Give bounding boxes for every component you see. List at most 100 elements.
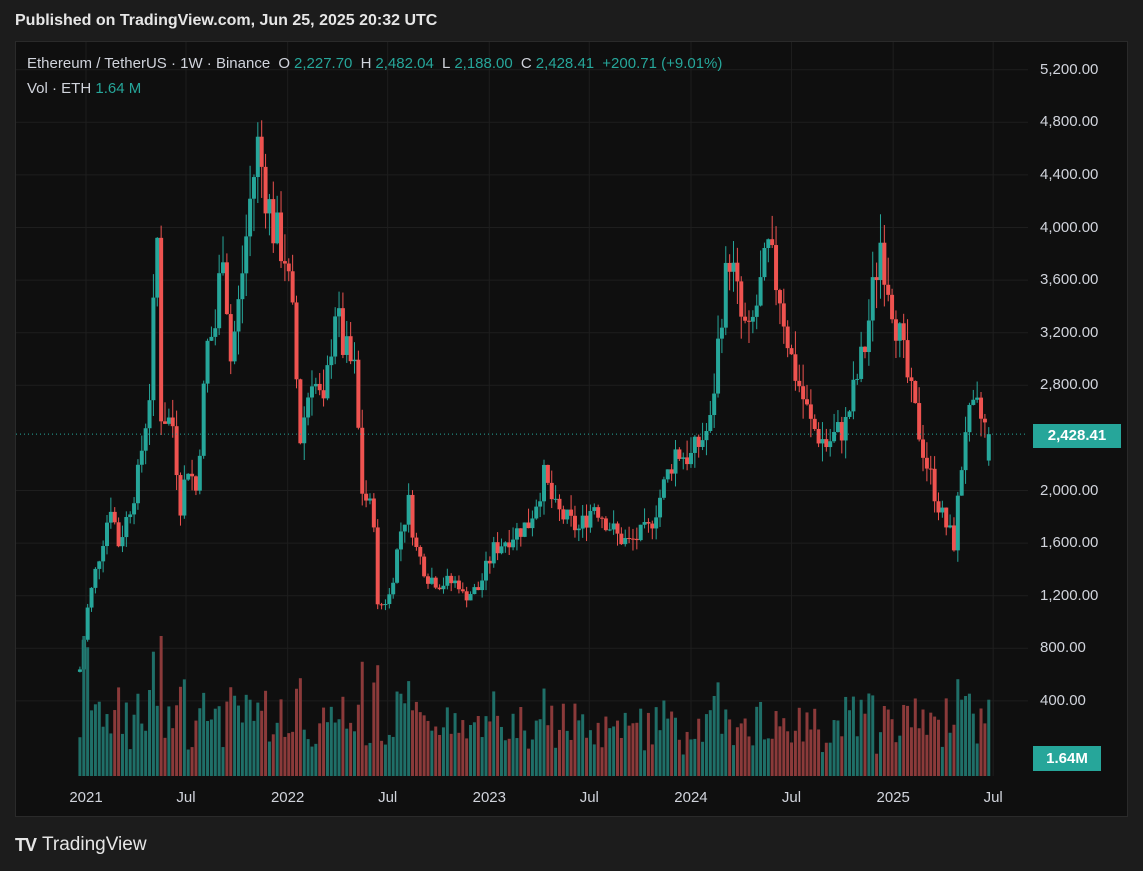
candle-body bbox=[375, 527, 380, 605]
volume-bar bbox=[979, 708, 983, 776]
candle-body bbox=[112, 511, 117, 523]
candle-body bbox=[855, 378, 860, 380]
volume-bar bbox=[936, 719, 940, 776]
volume-bar bbox=[735, 727, 739, 776]
volume-bar bbox=[353, 731, 357, 776]
candle-body bbox=[913, 380, 918, 404]
candle-body bbox=[398, 531, 403, 550]
candle-body bbox=[468, 594, 473, 601]
candle-body bbox=[677, 449, 682, 459]
candle-body bbox=[93, 568, 98, 588]
volume-bar bbox=[828, 742, 832, 776]
candle-body bbox=[124, 517, 129, 538]
candle-body bbox=[905, 340, 910, 378]
volume-bar bbox=[724, 709, 728, 776]
volume-bar bbox=[643, 750, 647, 776]
volume-bar bbox=[360, 661, 364, 776]
candle-body bbox=[286, 263, 291, 272]
candle-body bbox=[503, 542, 508, 547]
volume-bar bbox=[697, 718, 701, 776]
candle-body bbox=[526, 522, 531, 529]
volume-bar bbox=[650, 744, 654, 776]
volume-bar bbox=[817, 729, 821, 776]
volume-bar bbox=[554, 747, 558, 776]
volume-bar bbox=[875, 753, 879, 776]
candle-body bbox=[808, 404, 813, 419]
time-tick-label: 2022 bbox=[270, 789, 305, 806]
price-tick-label: 4,000.00 bbox=[1040, 218, 1099, 236]
candle-body bbox=[580, 515, 585, 529]
volume-bar bbox=[155, 705, 159, 776]
price-tick-label: 4,400.00 bbox=[1040, 165, 1099, 183]
candle-body bbox=[746, 320, 751, 322]
candle-body bbox=[549, 482, 554, 500]
volume-bar bbox=[368, 742, 372, 776]
chart-frame[interactable] bbox=[15, 41, 1128, 817]
volume-bar bbox=[983, 723, 987, 776]
volume-bar bbox=[124, 702, 128, 776]
volume-bar bbox=[194, 720, 198, 776]
candle-body bbox=[557, 498, 562, 510]
candle-body bbox=[627, 537, 632, 539]
candle-body bbox=[186, 473, 191, 480]
volume-bar bbox=[809, 729, 813, 776]
candle-body bbox=[545, 464, 550, 483]
price-tick-label: 3,600.00 bbox=[1040, 271, 1099, 289]
volume-bar bbox=[480, 737, 484, 776]
volume-bar bbox=[221, 747, 225, 776]
candle-body bbox=[364, 493, 369, 501]
volume-bar bbox=[426, 720, 430, 776]
volume-bar bbox=[105, 714, 109, 776]
volume-bar bbox=[438, 734, 442, 776]
volume-bar bbox=[376, 665, 380, 776]
volume-bar bbox=[693, 738, 697, 776]
volume-bar bbox=[101, 726, 105, 776]
candle-body bbox=[785, 326, 790, 349]
volume-bar bbox=[329, 706, 333, 776]
candle-body bbox=[418, 547, 423, 557]
last-price-badge: 2,428.41 bbox=[1033, 424, 1121, 448]
volume-bar bbox=[318, 723, 322, 776]
volume-bar bbox=[801, 741, 805, 776]
change-value: +200.71 (+9.01%) bbox=[602, 55, 723, 72]
volume-bar bbox=[298, 678, 302, 776]
candle-body bbox=[642, 522, 647, 525]
price-tick-label: 2,800.00 bbox=[1040, 376, 1099, 394]
candle-body bbox=[445, 575, 450, 586]
volume-bar bbox=[449, 733, 453, 776]
volume-bar bbox=[759, 701, 763, 776]
volume-bar bbox=[689, 739, 693, 776]
brand[interactable]: TV TradingView bbox=[15, 834, 147, 856]
volume-bar bbox=[399, 693, 403, 776]
volume-bar bbox=[561, 703, 565, 776]
volume-bar bbox=[716, 682, 720, 776]
candle-body bbox=[754, 305, 759, 317]
candle-body bbox=[449, 575, 454, 584]
candle-body bbox=[696, 436, 701, 447]
volume-bar bbox=[527, 748, 531, 776]
volume-bar bbox=[499, 726, 503, 776]
candle-body bbox=[804, 399, 809, 405]
volume-bar bbox=[287, 733, 291, 776]
candle-body bbox=[271, 199, 276, 244]
candle-body bbox=[669, 469, 674, 474]
volume-bar bbox=[260, 710, 264, 776]
candle-body bbox=[85, 607, 90, 640]
candle-body bbox=[596, 507, 601, 518]
candle-body bbox=[832, 432, 837, 442]
symbol-label[interactable]: Ethereum / TetherUS · 1W · Binance bbox=[27, 55, 271, 72]
volume-bar bbox=[441, 727, 445, 776]
candle-body bbox=[569, 509, 574, 516]
volume-bar bbox=[213, 708, 217, 776]
candle-body bbox=[874, 277, 879, 281]
price-tick-label: 800.00 bbox=[1040, 639, 1086, 657]
volume-bar bbox=[674, 717, 678, 776]
volume-bar bbox=[291, 731, 295, 776]
volume-bar bbox=[933, 716, 937, 776]
candle-body bbox=[650, 523, 655, 529]
time-tick-label: Jul bbox=[983, 789, 1003, 806]
volume-label[interactable]: Vol · ETH bbox=[27, 80, 92, 97]
volume-bar bbox=[407, 681, 411, 776]
candle-body bbox=[921, 439, 926, 458]
